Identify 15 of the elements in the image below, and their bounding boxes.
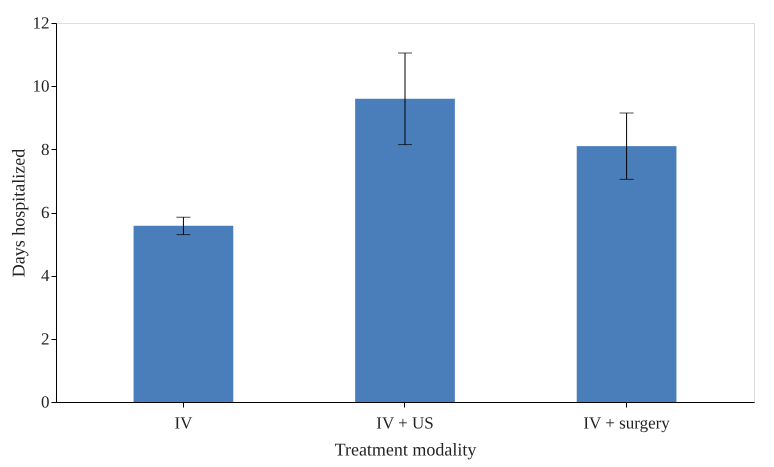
y-axis-title: Days hospitalized (8, 148, 28, 278)
x-tick-label: IV (174, 414, 194, 432)
y-tick-label: 4 (41, 266, 50, 286)
bar (134, 226, 234, 402)
y-tick-label: 0 (41, 392, 50, 412)
bar (355, 98, 455, 402)
y-tick-label: 6 (41, 203, 50, 222)
y-tick-label: 2 (41, 329, 50, 348)
x-axis-title: Treatment modality (334, 440, 476, 460)
x-tick-label: IV + US (376, 414, 434, 432)
y-tick-label: 10 (32, 76, 50, 96)
y-tick-label: 8 (41, 140, 50, 159)
x-tick-label: IV + surgery (583, 414, 670, 432)
bar (576, 146, 676, 402)
y-tick-label: 12 (32, 14, 50, 32)
